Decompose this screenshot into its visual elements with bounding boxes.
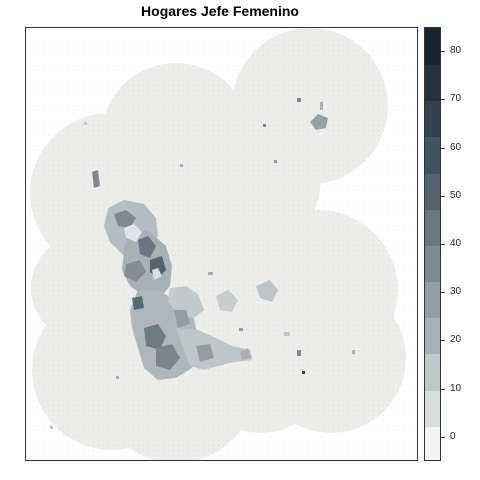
cluster (196, 344, 214, 362)
patch (302, 371, 305, 374)
cluster (124, 260, 146, 282)
cluster (138, 236, 156, 258)
legend-band (425, 353, 440, 391)
color-legend-ticks: 80 70 60 50 40 30 20 10 0 (441, 27, 480, 461)
map-title: Hogares Jefe Femenino (141, 3, 299, 19)
legend-tick (441, 292, 445, 294)
legend-band (425, 64, 440, 102)
legend-tick-label: 70 (450, 93, 462, 105)
patch (274, 160, 277, 163)
cluster (174, 310, 190, 328)
hole (152, 268, 162, 280)
legend-tick (441, 388, 445, 390)
legend-tick-label: 60 (450, 141, 462, 153)
service-area (26, 28, 417, 460)
legend-band (425, 208, 440, 246)
patch (116, 376, 119, 379)
legend-tick (441, 51, 445, 53)
urban-region (256, 280, 278, 302)
legend-band (425, 317, 440, 355)
legend-band (425, 100, 440, 138)
cluster (156, 344, 180, 370)
light-holes (124, 224, 162, 280)
legend-tick (441, 340, 445, 342)
legend-band (425, 281, 440, 319)
legend-tick-label: 0 (450, 430, 456, 442)
urban-region (176, 328, 252, 370)
legend-tick-label: 40 (450, 238, 462, 249)
patch (352, 350, 355, 354)
legend-tick (441, 436, 445, 438)
patch (92, 170, 100, 188)
legend-tick (441, 195, 445, 197)
legend-tick-label: 50 (450, 189, 462, 201)
color-legend-bar (424, 27, 441, 461)
patch (239, 328, 243, 331)
urban-region (216, 290, 238, 312)
patch (297, 350, 301, 356)
high-density-clusters (114, 210, 252, 370)
patch (284, 332, 290, 336)
legend-band (425, 136, 440, 174)
patch (208, 272, 213, 275)
patch (297, 98, 301, 102)
patch (180, 164, 183, 167)
patch (320, 102, 323, 110)
satellite-patches (50, 98, 355, 429)
cluster (114, 210, 136, 228)
patch (263, 124, 266, 127)
legend-tick-label: 30 (450, 286, 462, 298)
hex-map[interactable] (26, 28, 418, 461)
legend-tick (441, 244, 445, 245)
legend-tick-label: 20 (450, 334, 462, 346)
legend-band (425, 172, 440, 210)
patch (84, 122, 87, 125)
cluster (240, 348, 252, 360)
legend-band (425, 425, 440, 460)
legend-tick (441, 147, 445, 149)
map-panel[interactable] (25, 27, 418, 461)
patch (50, 426, 53, 429)
legend-tick-label: 80 (450, 45, 462, 57)
legend-band (425, 28, 440, 65)
legend-tick-label: 10 (450, 382, 462, 394)
hole (124, 224, 142, 242)
cluster (132, 296, 144, 310)
legend-band (425, 389, 440, 427)
cluster (144, 324, 166, 350)
patch (310, 114, 328, 130)
legend-tick (441, 99, 445, 101)
legend-band (425, 245, 440, 282)
